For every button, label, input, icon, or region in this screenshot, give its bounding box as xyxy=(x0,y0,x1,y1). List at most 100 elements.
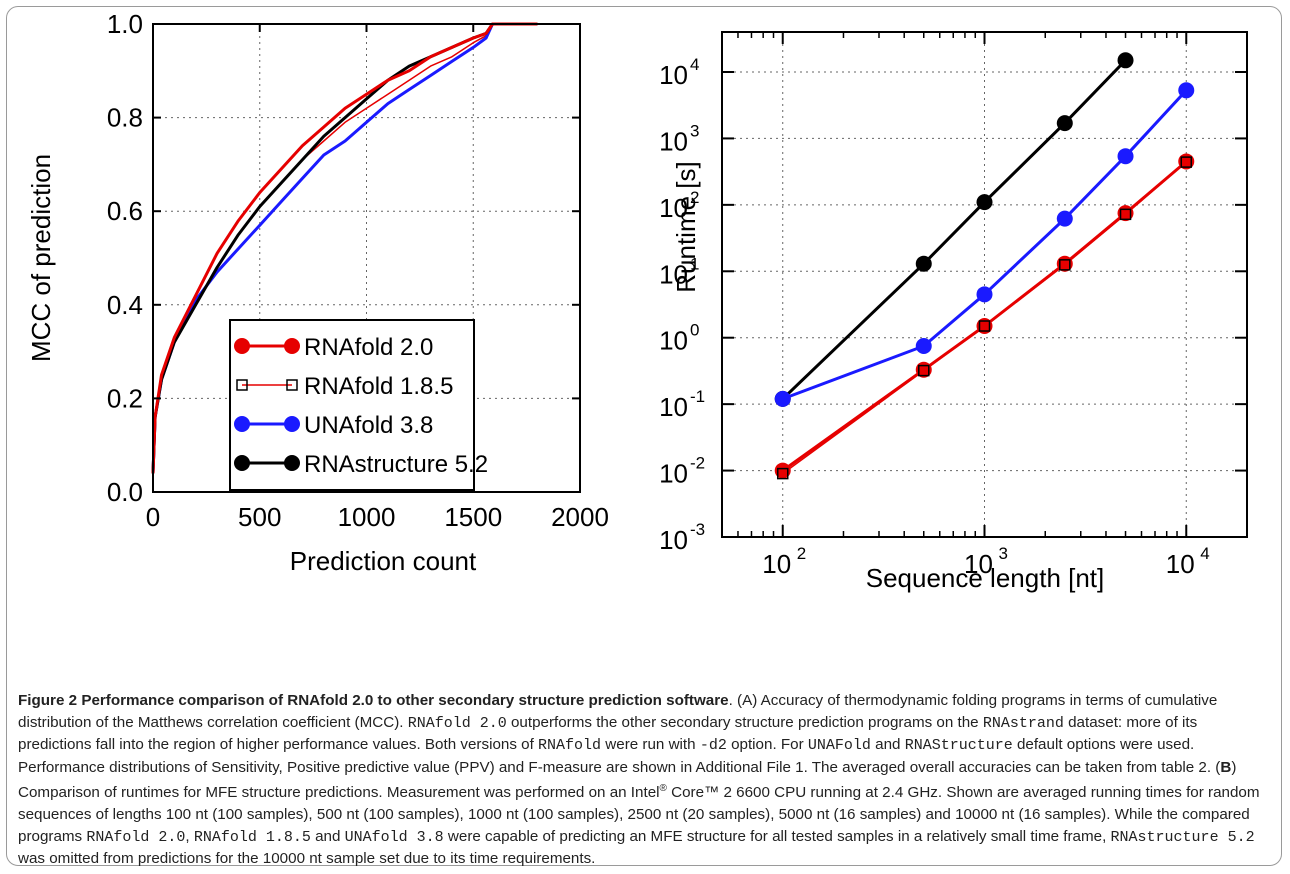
chart-b-series-rnafold-1-8-5 xyxy=(782,161,1187,475)
caption-text: default options were used. Performance d… xyxy=(18,736,1221,776)
chart-a-legend-marker xyxy=(286,379,298,391)
caption-code: RNAfold 2.0 xyxy=(86,828,186,846)
figure-frame xyxy=(6,6,1282,866)
chart-b-point-rnafold-1-8-5 xyxy=(978,320,991,332)
caption-code: RNAstrand xyxy=(982,714,1064,732)
chart-b-point-rnafold-1-8-5 xyxy=(1119,208,1132,221)
chart-b-ytick-label: 10 xyxy=(659,259,688,289)
chart-a-xtick-label: 1500 xyxy=(444,502,502,532)
chart-a-xtick-label: 1000 xyxy=(338,502,396,532)
caption-code: RNAfold 2.0 xyxy=(407,714,507,732)
caption-code: UNAfold 3.8 xyxy=(344,828,444,846)
caption-text: were capable of predicting an MFE struct… xyxy=(443,827,1111,845)
chart-b-xtick-exponent: 3 xyxy=(999,544,1008,563)
caption-text: dataset: more of its predictions fall in… xyxy=(18,713,1198,754)
caption-text: outperforms the other secondary structur… xyxy=(506,713,983,731)
chart-a-xtick-label: 0 xyxy=(146,502,160,532)
chart-a-legend-label: UNAfold 3.8 xyxy=(304,412,433,439)
chart-b-runtime: 10 2 10 3 10 410 -310 -210 -110 010 110 210 310 4 Seq… xyxy=(659,31,1248,593)
chart-b-ytick-exponent: 4 xyxy=(690,55,699,74)
caption-text: were run with xyxy=(601,736,700,754)
caption-code: -d2 xyxy=(699,737,727,755)
chart-a-legend-marker xyxy=(284,455,300,471)
chart-b-point-rnafold-1-8-5 xyxy=(918,364,930,377)
chart-b-point-rnastructure-5-2 xyxy=(976,194,993,211)
chart-b-ylabel: Runtime [s] xyxy=(671,161,701,293)
chart-a-legend-label: RNAfold 2.0 xyxy=(304,334,433,361)
chart-a-legend-label: RNAstructure 5.2 xyxy=(304,451,488,478)
caption-text: , xyxy=(185,827,194,845)
chart-b-xlabel: Sequence length [nt] xyxy=(866,563,1105,593)
chart-a-xlabel: Prediction count xyxy=(290,546,477,576)
chart-a-legend-marker xyxy=(284,338,300,354)
chart-b-ytick-exponent: -2 xyxy=(690,454,705,473)
caption-text: . (A) Accuracy of thermodynamic folding … xyxy=(18,692,1218,731)
caption-code: RNAstructure 5.2 xyxy=(1110,828,1255,846)
chart-a-xtick-label: 2000 xyxy=(551,502,609,532)
caption-text: Core™ 2 6600 CPU running at 2.4 GHz. Sho… xyxy=(18,784,1260,845)
chart-b-xtick-label: 10 xyxy=(1166,549,1195,579)
caption-code: UNAFold xyxy=(807,737,871,755)
chart-a-legend-marker xyxy=(236,379,248,391)
chart-b-grid xyxy=(722,32,1247,538)
chart-b-point-unafold-3-8 xyxy=(915,338,932,355)
chart-b-ytick-label: 10 xyxy=(659,459,688,489)
chart-b-ytick-exponent: 3 xyxy=(690,121,699,140)
chart-b-ticks: 10 2 10 3 10 410 -310 -210 -110 010 110 210 310 4 xyxy=(659,32,1248,579)
chart-a-ytick-label: 1.0 xyxy=(107,9,143,39)
chart-b-ytick-label: 10 xyxy=(659,126,688,156)
chart-a-ytick-label: 0.4 xyxy=(107,290,143,320)
chart-a-ytick-label: 0.8 xyxy=(107,103,143,133)
chart-a-ytick-label: 0.0 xyxy=(107,477,143,507)
chart-a-ytick-label: 0.2 xyxy=(107,383,143,413)
chart-b-ytick-exponent: -3 xyxy=(690,520,705,539)
caption-text: option. For xyxy=(726,736,808,754)
figure-caption: Figure 2 Performance comparison of RNAfo… xyxy=(18,690,1270,870)
chart-b-ytick-exponent: 1 xyxy=(690,254,699,273)
chart-a-legend-marker xyxy=(234,338,250,354)
chart-b-point-unafold-3-8 xyxy=(976,286,993,303)
caption-code: RNAfold 1.8.5 xyxy=(193,828,311,846)
chart-a-series-rnafold-2-0 xyxy=(151,22,538,474)
chart-b-point-rnastructure-5-2 xyxy=(915,255,932,272)
caption-registered-mark: ® xyxy=(659,783,667,795)
caption-text: and xyxy=(870,736,905,754)
chart-b-ytick-exponent: 2 xyxy=(690,188,699,207)
chart-a-legend-marker xyxy=(234,455,250,471)
chart-b-point-unafold-3-8 xyxy=(1178,82,1195,99)
chart-b-xtick-exponent: 2 xyxy=(797,544,806,563)
chart-b-ytick-label: 10 xyxy=(659,60,688,90)
chart-a-ylabel: MCC of prediction xyxy=(26,154,56,362)
chart-a-legend-marker xyxy=(284,416,300,432)
caption-figure-label: Figure 2 xyxy=(18,692,78,709)
caption-text: and xyxy=(310,827,345,845)
chart-b-ytick-exponent: 0 xyxy=(690,321,699,340)
chart-a-mcc-distribution: 0 500 1000 1500 2000 0.0 0.2 0.4 0.6 0.8 1.0 Predi… xyxy=(26,9,609,576)
chart-b-point-rnastructure-5-2 xyxy=(1117,52,1134,69)
caption-panel-label: B xyxy=(1220,758,1232,776)
chart-b-xtick-label: 10 xyxy=(762,549,791,579)
chart-b-point-rnafold-1-8-5 xyxy=(776,467,789,480)
chart-b-point-unafold-3-8 xyxy=(774,390,791,407)
chart-a-legend-label: RNAfold 1.8.5 xyxy=(304,373,453,400)
chart-b-series-unafold-3-8 xyxy=(782,89,1188,401)
chart-b-ytick-label: 10 xyxy=(659,193,688,223)
chart-b-point-unafold-3-8 xyxy=(1056,210,1073,227)
chart-b-point-rnafold-1-8-5 xyxy=(1180,156,1193,168)
chart-b-ytick-label: 10 xyxy=(659,525,688,555)
chart-b-point-rnastructure-5-2 xyxy=(1056,115,1073,132)
caption-text: ) Comparison of runtimes for MFE structu… xyxy=(18,758,1237,802)
chart-b-xtick-label: 10 xyxy=(964,549,993,579)
chart-b-series xyxy=(774,52,1195,480)
chart-a-legend: RNAfold 2.0 RNAfold 1.8.5 UNAfold 3.8 RNAst… xyxy=(229,319,488,491)
caption-text: was omitted from predictions for the 100… xyxy=(18,850,596,868)
chart-b-point-unafold-3-8 xyxy=(1117,148,1134,165)
chart-b-ytick-label: 10 xyxy=(659,326,688,356)
caption-code: RNAfold xyxy=(538,737,602,755)
chart-a-ytick-label: 0.6 xyxy=(107,196,143,226)
chart-b-ytick-exponent: -1 xyxy=(690,387,705,406)
caption-title: Performance comparison of RNAfold 2.0 to… xyxy=(81,692,729,709)
chart-b-point-rnafold-2-0 xyxy=(774,462,791,479)
chart-a-xtick-label: 500 xyxy=(238,502,281,532)
caption-code: RNAStructure xyxy=(904,737,1013,755)
